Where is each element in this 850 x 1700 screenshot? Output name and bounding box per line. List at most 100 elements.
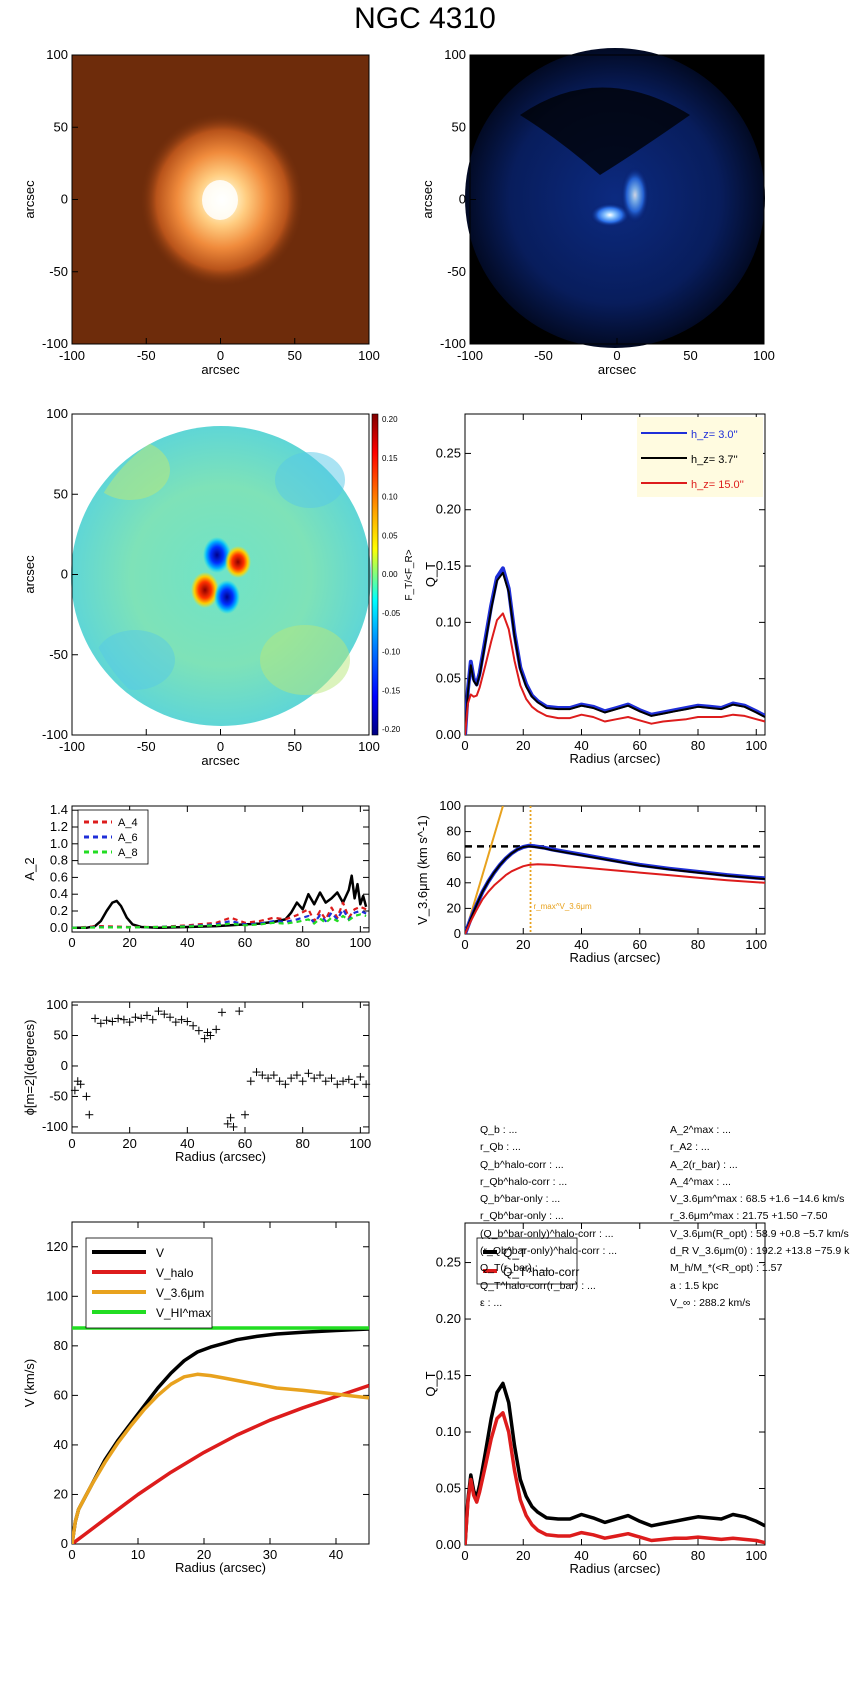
phase_profile-point bbox=[102, 1016, 111, 1025]
qt_profile-ytick-label: 0.05 bbox=[436, 671, 461, 686]
force-map-xtick-label: -50 bbox=[137, 739, 156, 754]
qt_halo_corr-series-line bbox=[465, 1381, 765, 1545]
phase_profile-point bbox=[125, 1018, 134, 1027]
force-map-panel bbox=[71, 413, 379, 736]
qt_halo_corr-xlabel: Radius (arcsec) bbox=[569, 1561, 660, 1576]
colorbar-tick-label: -0.05 bbox=[382, 609, 401, 618]
a2_profile-series-line bbox=[72, 908, 367, 929]
phase_profile-point bbox=[252, 1068, 261, 1077]
phase_profile-point bbox=[166, 1013, 175, 1022]
image-left-ytick-label: -100 bbox=[42, 336, 68, 351]
qt_profile-ylabel: Q_T bbox=[423, 562, 438, 587]
force-map-ytick-label: 0 bbox=[61, 567, 68, 582]
stat-qb: Q_b : ... bbox=[480, 1124, 518, 1136]
image-right-xtick-label: -50 bbox=[534, 348, 553, 363]
force-lobe-red bbox=[191, 572, 219, 608]
v36_profile-xtick-label: 80 bbox=[691, 937, 705, 952]
force-map-ytick-label: -50 bbox=[49, 647, 68, 662]
rotation_curve-ytick-label: 40 bbox=[54, 1437, 68, 1452]
rotation_curve-frame bbox=[71, 1221, 370, 1545]
rotation_curve-xtick-label: 40 bbox=[329, 1547, 343, 1562]
phase_profile-point bbox=[76, 1080, 85, 1089]
phase_profile-xtick-label: 40 bbox=[180, 1136, 194, 1151]
qt_profile-xtick-label: 80 bbox=[691, 738, 705, 753]
a2_profile-xtick-label: 0 bbox=[68, 935, 75, 950]
image-left-panel bbox=[71, 54, 370, 345]
qt_halo_corr-ytick-label: 0.20 bbox=[436, 1311, 461, 1326]
image-right-xlabel: arcsec bbox=[598, 362, 637, 377]
a2_profile-legend-label: A_8 bbox=[118, 847, 138, 859]
qt_halo_corr-ylabel: Q_T bbox=[423, 1371, 438, 1396]
phase_profile-point bbox=[287, 1074, 296, 1083]
colorbar-tick-label: 0.10 bbox=[382, 493, 398, 502]
rotation_curve-series-line bbox=[72, 1372, 369, 1544]
phase_profile-ytick-label: 50 bbox=[54, 1028, 68, 1043]
force-map-ytick-label: -100 bbox=[42, 727, 68, 742]
qt_profile-frame bbox=[464, 413, 766, 736]
page-title: NGC 4310 bbox=[354, 2, 496, 35]
image-right-xtick-label: -100 bbox=[457, 348, 483, 363]
a2_profile-legend-box bbox=[77, 809, 149, 865]
qt_profile-xtick-label: 40 bbox=[574, 738, 588, 753]
qt_profile-series-line bbox=[465, 571, 765, 735]
qt_halo_corr-ytick-label: 0.05 bbox=[436, 1481, 461, 1496]
rotation_curve-ytick-label: 60 bbox=[54, 1387, 68, 1402]
phase_profile-point bbox=[200, 1034, 209, 1043]
force-lobe-blue bbox=[214, 580, 240, 614]
phase_profile-point bbox=[246, 1077, 255, 1086]
qt_halo_corr-xtick-label: 20 bbox=[516, 1548, 530, 1563]
a2_profile-legend-label: A_6 bbox=[118, 832, 138, 844]
v36_profile-ylabel: V_3.6μm (km s^-1) bbox=[415, 815, 430, 925]
image-left-ytick-label: 100 bbox=[46, 47, 68, 62]
residual-dark-arc bbox=[520, 87, 690, 175]
v36_profile-ytick-label: 20 bbox=[447, 900, 461, 915]
stats-left-column: Q_b : ... r_Qb : ... Q_b^halo-corr : ...… bbox=[480, 1122, 650, 1312]
phase_profile-point bbox=[206, 1031, 215, 1040]
stat-mass-ratio: M_h/M_*(<R_opt) : 1.57 bbox=[670, 1262, 783, 1275]
image-right-ylabel: arcsec bbox=[420, 180, 435, 219]
phase_profile-xtick-label: 80 bbox=[295, 1136, 309, 1151]
rotation_curve-ytick-label: 100 bbox=[46, 1288, 68, 1303]
rotation_curve-xtick-label: 0 bbox=[68, 1547, 75, 1562]
phase_profile-xtick-label: 0 bbox=[68, 1136, 75, 1151]
image-right-panel bbox=[465, 48, 765, 348]
colorbar-tick-label: -0.10 bbox=[382, 648, 401, 657]
stat-a2-rbar: A_2(r_bar) : ... bbox=[670, 1158, 738, 1171]
phase_profile-point bbox=[304, 1069, 313, 1078]
qt_profile-xlabel: Radius (arcsec) bbox=[569, 751, 660, 766]
v36_profile-ytick-label: 40 bbox=[447, 875, 461, 890]
phase_profile-ytick-label: -50 bbox=[49, 1088, 68, 1103]
stat-r-qb-bar-only-halo-corr: (r_Qb^bar-only)^halo-corr : ... bbox=[480, 1245, 618, 1258]
phase_profile-point bbox=[131, 1013, 140, 1022]
qt_profile-ytick-label: 0.25 bbox=[436, 445, 461, 460]
rotation_curve-xtick-label: 30 bbox=[263, 1547, 277, 1562]
qt_profile-xtick-label: 20 bbox=[516, 738, 530, 753]
v36_profile-series-line bbox=[465, 863, 765, 934]
qt_halo_corr-ytick-label: 0.15 bbox=[436, 1368, 461, 1383]
v36_profile-series-line bbox=[465, 845, 765, 934]
galaxy-core bbox=[202, 180, 238, 220]
v36_profile-ytick-label: 80 bbox=[447, 824, 461, 839]
qt_profile-xtick-label: 0 bbox=[461, 738, 468, 753]
phase_profile-point bbox=[212, 1025, 221, 1034]
phase_profile-point bbox=[142, 1011, 151, 1020]
force-map-xlabel: arcsec bbox=[201, 753, 240, 768]
phase_profile-ytick-label: 0 bbox=[61, 1058, 68, 1073]
phase_profile-point bbox=[310, 1074, 319, 1083]
stat-a2-max: A_2^max : ... bbox=[670, 1124, 731, 1136]
stat-qb-halo-corr: Q_b^halo-corr : ... bbox=[480, 1158, 564, 1171]
force-map-xtick-label: 0 bbox=[217, 739, 224, 754]
phase_profile-point bbox=[264, 1074, 273, 1083]
phase_profile-point bbox=[235, 1007, 244, 1016]
phase_profile-point bbox=[183, 1017, 192, 1026]
qt_profile-legend-label: h_z= 15.0'' bbox=[691, 479, 744, 491]
phase_profile-point bbox=[258, 1071, 267, 1080]
image-right-ytick-label: -100 bbox=[440, 336, 466, 351]
qt_profile-ytick-label: 0.20 bbox=[436, 502, 461, 517]
v36_profile-xtick-label: 60 bbox=[633, 937, 647, 952]
a2_profile-ytick-label: 1.4 bbox=[50, 802, 68, 817]
a2_profile-xtick-label: 60 bbox=[238, 935, 252, 950]
qt_halo_corr-legend-label: Q_T^halo-corr bbox=[503, 1265, 579, 1279]
colorbar-tick-label: -0.15 bbox=[382, 686, 401, 695]
qt_profile-ytick-label: 0.10 bbox=[436, 614, 461, 629]
